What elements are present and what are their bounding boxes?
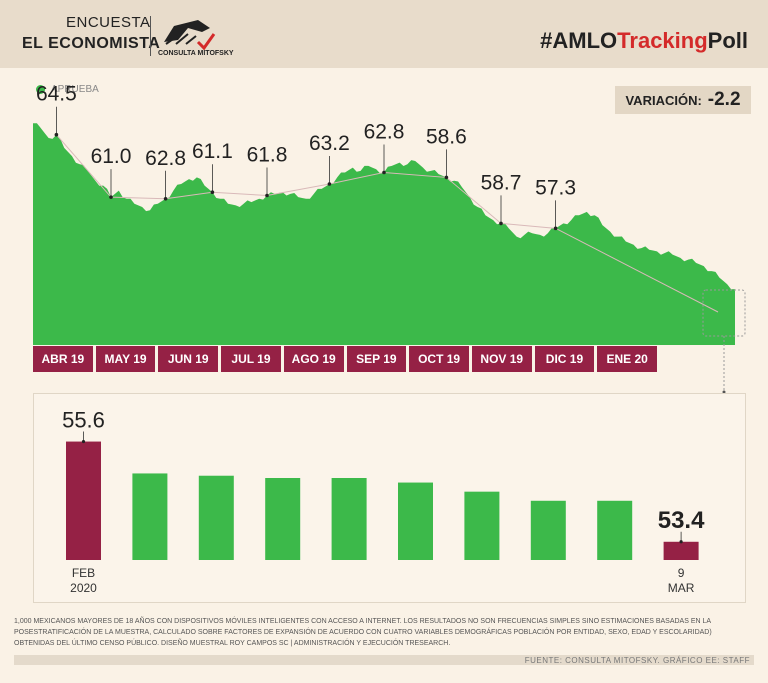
legend-dot-icon <box>36 85 45 94</box>
annotation-label: 57.3 <box>535 176 576 199</box>
publisher-name: EL ECONOMISTA <box>22 35 161 52</box>
logo-text: CONSULTA MITOFSKY <box>158 50 234 57</box>
approval-area <box>33 123 735 345</box>
annotation-point <box>553 226 558 231</box>
month-label: ABR 19 <box>33 346 93 372</box>
bar <box>530 500 566 560</box>
bar-category-label: 9 <box>678 566 685 580</box>
source-bar <box>14 655 754 665</box>
variation-label: VARIACIÓN: <box>625 92 702 108</box>
bar <box>66 441 101 560</box>
legend: APRUEBA <box>36 84 99 95</box>
annotation-point <box>444 175 449 180</box>
annotation-point <box>382 170 386 175</box>
annotation-point <box>265 193 269 198</box>
annotation-point <box>210 190 215 195</box>
bar <box>597 500 633 560</box>
annotation-label: 58.7 <box>481 171 522 194</box>
bar <box>132 473 168 560</box>
bar-category-label: FEB <box>72 566 95 580</box>
annotation-label: 62.8 <box>364 121 405 144</box>
bar-data-label: 55.6 <box>62 408 105 433</box>
bar-point <box>81 439 86 444</box>
annotation-label: 61.8 <box>247 144 288 167</box>
annotation-label: 62.8 <box>145 147 186 170</box>
annotation-trend-tail <box>555 227 719 313</box>
bar-category-label: MAR <box>668 581 695 595</box>
bar <box>464 491 500 560</box>
brand-encuesta: ENCUESTA <box>66 14 151 31</box>
annotation-point <box>54 132 59 137</box>
annotation-point <box>499 221 503 226</box>
brand-divider <box>150 16 151 56</box>
footnote: 1,000 MEXICANOS MAYORES DE 18 AÑOS CON D… <box>14 618 712 647</box>
zoom-connector-dot <box>722 390 726 394</box>
month-label: JUN 19 <box>158 346 219 372</box>
annotation-label: 61.1 <box>192 140 233 163</box>
annotation-label: 61.0 <box>91 145 132 168</box>
hashtag-prefix: #AMLO <box>540 28 618 53</box>
month-label: ENE 20 <box>597 346 658 372</box>
annotation-label: 58.6 <box>426 125 467 148</box>
zoom-box <box>702 289 746 337</box>
header: ENCUESTA EL ECONOMISTA CONSULTA MITOFSKY… <box>0 0 768 68</box>
annotation-point <box>109 195 113 199</box>
bar-category-label: 2020 <box>70 581 97 595</box>
hashtag-title: #AMLOTrackingPoll <box>540 28 748 54</box>
bar-data-label: 53.4 <box>658 507 705 534</box>
variation-value: -2.2 <box>707 89 741 110</box>
bar <box>331 478 367 560</box>
annotation-point <box>327 182 332 186</box>
hashtag-suffix: Poll <box>707 28 748 53</box>
annotation-label: 63.2 <box>309 132 350 155</box>
month-label: AGO 19 <box>283 346 344 372</box>
month-axis: ABR 19 MAY 19 JUN 19 JUL 19 AGO 19 SEP 19 OCT … <box>33 346 658 372</box>
month-label: DIC 19 <box>534 346 595 372</box>
month-label: NOV 19 <box>471 346 532 372</box>
month-label: SEP 19 <box>346 346 407 372</box>
annotation-label: 64.5 <box>36 83 77 106</box>
annotation-point <box>163 196 168 201</box>
variation-box: VARIACIÓN: -2.2 <box>615 86 751 114</box>
month-label: MAY 19 <box>95 346 156 372</box>
mitofsky-logo-icon <box>164 20 216 51</box>
bar-point <box>679 540 683 544</box>
bar <box>663 541 699 560</box>
month-label: OCT 19 <box>409 346 469 372</box>
annotation-trend-line <box>56 134 556 229</box>
bar <box>198 475 234 560</box>
bar <box>398 482 433 560</box>
bar <box>265 478 301 560</box>
legend-label: APRUEBA <box>51 84 99 95</box>
month-label: JUL 19 <box>221 346 281 372</box>
source-credit: FUENTE: CONSULTA MITOFSKY. GRÁFICO EE: S… <box>524 656 750 665</box>
hashtag-mid: Tracking <box>617 28 708 53</box>
